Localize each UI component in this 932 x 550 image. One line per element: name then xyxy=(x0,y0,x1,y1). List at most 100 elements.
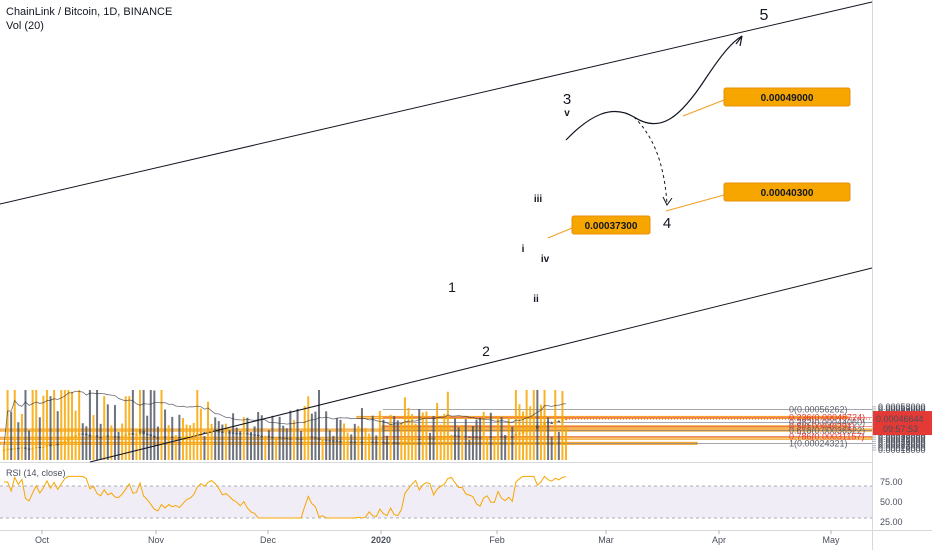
volume-bar[interactable] xyxy=(496,416,499,460)
volume-bar[interactable] xyxy=(539,404,542,460)
volume-bar[interactable] xyxy=(210,423,213,460)
volume-bar[interactable] xyxy=(436,402,439,460)
channel-upper-line[interactable] xyxy=(0,1,873,205)
volume-bar[interactable] xyxy=(328,430,331,460)
volume-bar[interactable] xyxy=(92,415,95,460)
volume-bar[interactable] xyxy=(303,406,306,460)
candle-body[interactable] xyxy=(221,431,224,433)
volume-bar[interactable] xyxy=(217,421,220,460)
price-callout-box[interactable] xyxy=(723,182,851,202)
volume-bar[interactable] xyxy=(529,406,532,460)
candle-body[interactable] xyxy=(292,438,296,440)
volume-bar[interactable] xyxy=(56,411,59,460)
candle-body[interactable] xyxy=(120,436,124,438)
candle-body[interactable] xyxy=(564,419,568,421)
volume-bar[interactable] xyxy=(418,409,421,460)
candle-body[interactable] xyxy=(543,421,546,427)
candle-body[interactable] xyxy=(217,431,221,433)
volume-bar[interactable] xyxy=(554,390,557,460)
volume-bar[interactable] xyxy=(88,390,91,460)
candle-body[interactable] xyxy=(13,447,17,450)
volume-bar[interactable] xyxy=(214,417,217,460)
candle-body[interactable] xyxy=(224,432,228,434)
candle-body[interactable] xyxy=(264,436,267,438)
volume-bar[interactable] xyxy=(110,425,113,460)
candle-body[interactable] xyxy=(453,435,457,437)
rsi-line[interactable] xyxy=(4,475,567,519)
candle-body[interactable] xyxy=(117,436,120,438)
volume-bar[interactable] xyxy=(461,425,464,460)
candle-body[interactable] xyxy=(285,438,289,440)
candle-body[interactable] xyxy=(328,440,332,442)
volume-bar[interactable] xyxy=(350,434,353,460)
volume-bar[interactable] xyxy=(13,390,16,460)
candle-body[interactable] xyxy=(332,440,335,442)
arrow-head[interactable] xyxy=(662,196,673,206)
candle-body[interactable] xyxy=(85,434,88,436)
candle-body[interactable] xyxy=(160,436,163,439)
volume-bar[interactable] xyxy=(368,433,371,460)
candle-body[interactable] xyxy=(149,434,153,436)
volume-bar[interactable] xyxy=(396,420,399,460)
volume-bar[interactable] xyxy=(411,414,414,460)
volume-bar[interactable] xyxy=(457,427,460,460)
volume-bar[interactable] xyxy=(292,420,295,460)
candle-body[interactable] xyxy=(81,433,85,435)
volume-bar[interactable] xyxy=(318,390,321,460)
candle-body[interactable] xyxy=(514,434,518,438)
volume-bar[interactable] xyxy=(196,390,199,460)
volume-bar[interactable] xyxy=(389,414,392,460)
candle-body[interactable] xyxy=(335,440,339,442)
candle-body[interactable] xyxy=(127,433,131,435)
candle-body[interactable] xyxy=(67,438,70,442)
volume-bar[interactable] xyxy=(428,432,431,460)
candle-body[interactable] xyxy=(339,441,342,443)
candle-body[interactable] xyxy=(99,437,102,439)
candle-body[interactable] xyxy=(185,436,188,438)
volume-bar[interactable] xyxy=(339,419,342,460)
volume-bar[interactable] xyxy=(232,413,235,460)
volume-bar[interactable] xyxy=(450,435,453,460)
volume-bar[interactable] xyxy=(296,408,299,460)
candle-body[interactable] xyxy=(507,436,511,438)
candle-body[interactable] xyxy=(532,425,536,429)
candle-body[interactable] xyxy=(135,434,138,436)
candle-body[interactable] xyxy=(181,436,185,438)
candle-body[interactable] xyxy=(195,433,199,436)
volume-bar[interactable] xyxy=(81,423,84,460)
volume-bar[interactable] xyxy=(239,431,242,460)
volume-bar[interactable] xyxy=(486,436,489,460)
volume-bar[interactable] xyxy=(454,418,457,460)
projected-wave-path[interactable] xyxy=(565,35,743,141)
candle-body[interactable] xyxy=(106,435,110,437)
candle-body[interactable] xyxy=(468,436,471,438)
volume-bar[interactable] xyxy=(63,390,66,460)
candle-body[interactable] xyxy=(49,445,52,447)
candle-body[interactable] xyxy=(153,435,156,438)
candle-body[interactable] xyxy=(367,441,371,443)
volume-bar[interactable] xyxy=(282,425,285,460)
candle-body[interactable] xyxy=(42,446,45,448)
candle-body[interactable] xyxy=(496,436,500,438)
volume-bar[interactable] xyxy=(207,401,210,460)
candle-body[interactable] xyxy=(421,438,425,440)
candle-body[interactable] xyxy=(59,443,63,446)
volume-bar[interactable] xyxy=(550,436,553,460)
volume-bar[interactable] xyxy=(557,431,560,460)
volume-bar[interactable] xyxy=(60,390,63,460)
volume-bar[interactable] xyxy=(289,410,292,460)
volume-bar[interactable] xyxy=(24,390,27,460)
candle-body[interactable] xyxy=(299,439,303,441)
candle-body[interactable] xyxy=(156,437,160,439)
volume-bar[interactable] xyxy=(375,435,378,460)
volume-bar[interactable] xyxy=(547,417,550,460)
volume-bar[interactable] xyxy=(45,390,48,460)
candle-body[interactable] xyxy=(88,434,92,437)
volume-bar[interactable] xyxy=(99,423,102,460)
volume-bar[interactable] xyxy=(267,430,270,460)
volume-bar[interactable] xyxy=(106,404,109,460)
volume-bar[interactable] xyxy=(468,440,471,460)
candle-body[interactable] xyxy=(561,419,564,422)
volume-bar[interactable] xyxy=(393,416,396,460)
volume-bar[interactable] xyxy=(421,412,424,460)
